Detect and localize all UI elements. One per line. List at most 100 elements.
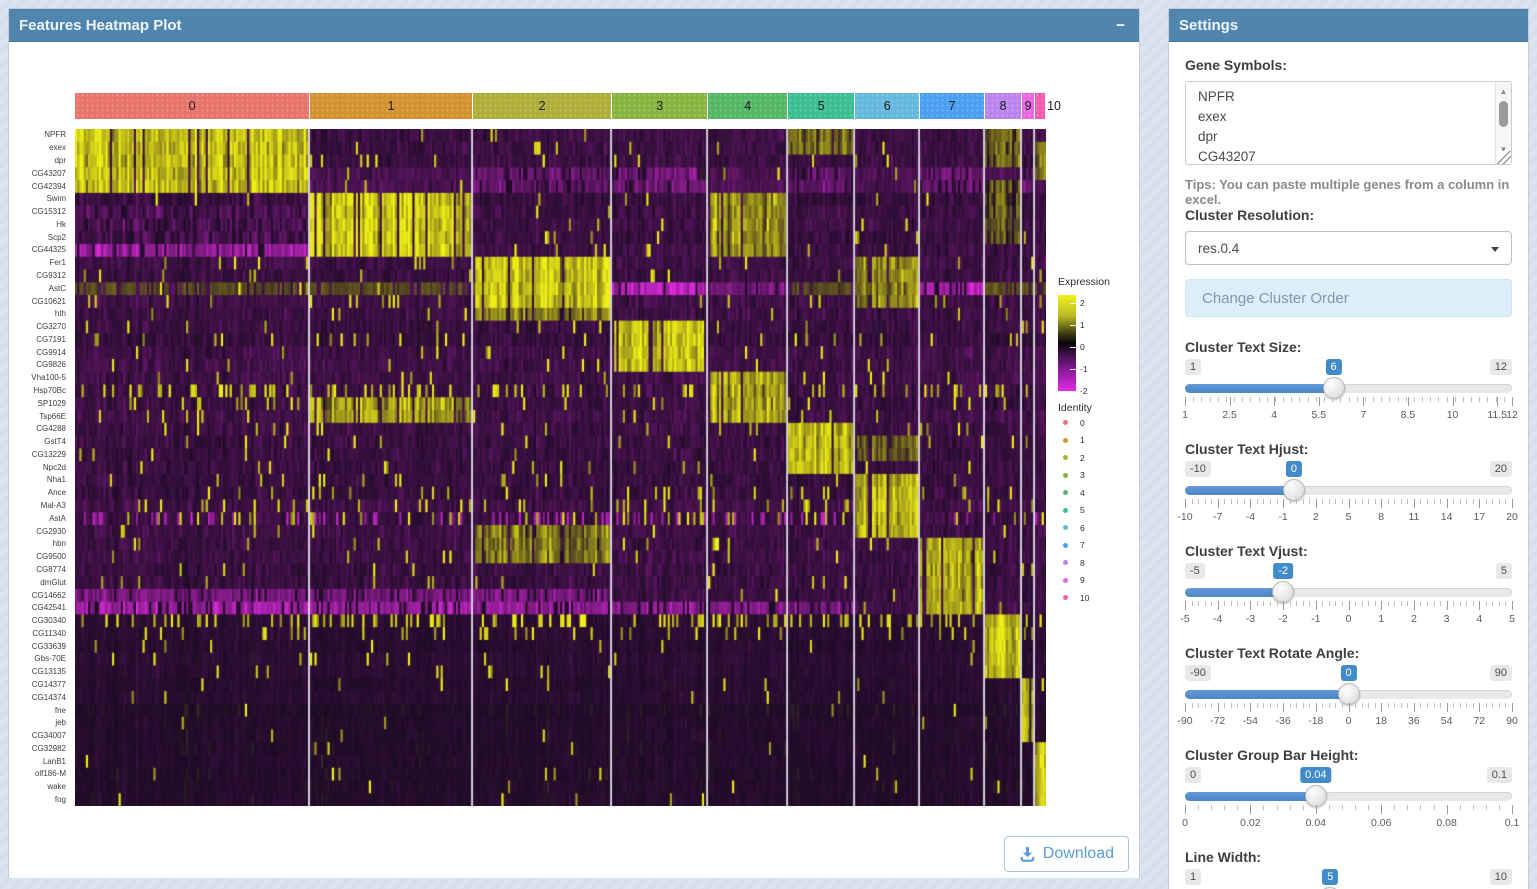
cluster-segment-7: 7 [920,93,985,119]
gene-label: fne [54,705,66,715]
slider-tick-label: 0.1 [1504,817,1520,829]
change-cluster-order-button[interactable]: Change Cluster Order [1185,279,1512,317]
gene-label: CG11340 [32,628,66,638]
slider-fill [1185,384,1334,393]
cluster-segment-0: 0 [75,93,310,119]
gene-label: AstC [48,283,66,293]
gene-label: CG8774 [36,564,66,574]
gene-label: dmGlut [40,577,66,587]
slider-handle[interactable] [1304,785,1327,807]
slider-fill [1185,588,1284,597]
gene-symbols-input[interactable] [1185,81,1512,165]
download-button-label: Download [1042,845,1114,862]
identity-item-label: 1 [1080,435,1085,446]
slider-tick-label: 20 [1506,511,1518,523]
expression-tick-label: -1 [1080,363,1088,374]
cluster-segment-label: 2 [538,99,546,113]
gene-axis-labels: NPFR exex dpr CG43207 CG42394 Swim CG15312 Hk Sc… [9,129,71,806]
textarea-resize-grip[interactable] [1497,151,1511,164]
slider[interactable]: -5 5 -2 -5 -4 -3 -2 -1 0 1 2 3 4 5 [1180,561,1515,627]
gene-label: exex [49,143,66,153]
identity-dot-icon [1063,595,1068,601]
gene-label: Hk [56,219,66,229]
cluster-resolution-select[interactable]: res.0.4 [1185,231,1512,265]
identity-legend-title: Identity [1058,402,1092,414]
gene-label: CG43207 [31,168,66,178]
gene-label: CG14374 [31,692,66,702]
scrollbar-thumb[interactable] [1499,101,1508,127]
gene-label: GstT4 [44,437,66,447]
features-heatmap-panel-title: Features Heatmap Plot [19,16,182,34]
slider-group: Cluster Text Rotate Angle: -90 90 0 -90 -72 -5… [1177,645,1518,729]
scroll-down-icon[interactable]: ▼ [1499,145,1508,154]
gene-label: CG9914 [36,347,66,357]
gene-label: CG33639 [31,641,66,651]
settings-body: Gene Symbols: ▲ ▼ Tips: You can paste mu… [1169,42,1528,889]
gene-label: Vha100-5 [31,373,66,383]
cluster-segment-label: 0 [188,99,196,113]
slider-tick-label: -1 [1278,511,1288,523]
slider-tick-label: 2.5 [1222,409,1237,421]
slider-tick-label: 8 [1378,511,1385,523]
textarea-scrollbar[interactable]: ▲ ▼ [1495,82,1511,164]
gene-label: dpr [54,155,66,165]
identity-dot-icon [1063,420,1068,426]
settings-panel-header: Settings [1169,9,1528,42]
slider-tick-label: 54 [1440,715,1453,727]
slider-handle[interactable] [1282,479,1305,501]
identity-legend-item: 0 [1058,414,1136,432]
gene-label: CG42541 [31,603,66,613]
slider-min-badge: -10 [1185,461,1211,477]
slider-value-badge: 0 [1285,461,1303,477]
expression-colorbar: 2 1 0 -1 -2 [1058,295,1088,396]
slider-value-badge: 6 [1325,359,1342,375]
collapse-icon[interactable]: − [1116,16,1125,34]
slider-grid: -5 -4 -3 -2 -1 0 1 2 3 4 5 [1180,601,1515,625]
identity-legend: Identity 0 1 2 3 4 5 6 7 8 9 10 [1058,402,1136,607]
slider-handle[interactable] [1272,581,1295,603]
slider-tick-label: 0.06 [1370,817,1392,829]
cluster-segment-label: 5 [817,99,825,113]
identity-dot-icon [1063,577,1068,583]
slider[interactable]: 0 0.1 0.04 0 0.02 0.04 0.06 0.08 0.1 [1182,765,1519,831]
identity-legend-item: 3 [1058,467,1136,485]
sliders-container: Cluster Text Size: 1 12 6 1 2.5 4 5.5 7 8.5 10 11.5… [1177,339,1519,889]
slider-label: Cluster Text Rotate Angle: [1185,645,1360,661]
expression-tick-mark [1070,346,1076,348]
scroll-up-icon[interactable]: ▲ [1499,87,1508,96]
expression-tick-label: 2 [1080,297,1085,308]
slider-tick-label: 17 [1473,511,1486,523]
slider-handle[interactable] [1322,377,1345,399]
identity-legend-item: 4 [1058,484,1136,502]
slider-group: Cluster Group Bar Height: 0 0.1 0.04 0 0.02 0.… [1182,747,1519,831]
slider-tick-label: -54 [1242,715,1258,727]
slider-group: Cluster Text Vjust: -5 5 -2 -5 -4 -3 -2 -1 0 1 2 3 4 5 [1180,543,1515,627]
gene-symbols-label: Gene Symbols: [1185,57,1287,73]
gene-label: SP1029 [37,398,66,408]
slider-tick-label: -4 [1245,511,1256,523]
slider-grid: -10 -7 -4 -1 2 5 8 11 14 17 20 [1177,499,1518,523]
slider-tick-label: 18 [1375,715,1388,727]
gene-label: Swim [46,194,66,204]
gene-label: Tsp66E [39,411,66,421]
slider[interactable]: -10 20 0 -10 -7 -4 -1 2 5 8 11 14 17 20 [1177,459,1518,525]
identity-item-label: 10 [1080,592,1090,603]
slider-tick-label: 5.5 [1311,409,1327,421]
features-heatmap-panel-header: Features Heatmap Plot − [9,9,1139,42]
slider-tick-label: 0 [1345,715,1352,727]
gene-label: Mal-A3 [40,501,66,511]
cluster-segment-5: 5 [788,93,855,119]
slider-tick-label: -90 [1177,715,1193,727]
slider-handle[interactable] [1337,683,1360,705]
slider[interactable]: 110512345678910 [1185,867,1512,889]
identity-dot-icon [1063,455,1068,461]
slider[interactable]: 1 12 6 1 2.5 4 5.5 7 8.5 10 11.5 12 [1182,357,1518,423]
identity-dot-icon [1063,490,1068,496]
slider[interactable]: -90 90 0 -90 -72 -54 -36 -18 0 18 36 54 72 90 [1177,663,1518,729]
slider-tick-label: -36 [1275,715,1291,727]
slider-grid: 0 0.02 0.04 0.06 0.08 0.1 [1182,805,1519,829]
cluster-segment-label: 9 [1024,99,1032,113]
download-button[interactable]: Download [1003,836,1129,872]
expression-tick-mark [1070,391,1076,392]
gene-label: CG9826 [36,360,66,370]
